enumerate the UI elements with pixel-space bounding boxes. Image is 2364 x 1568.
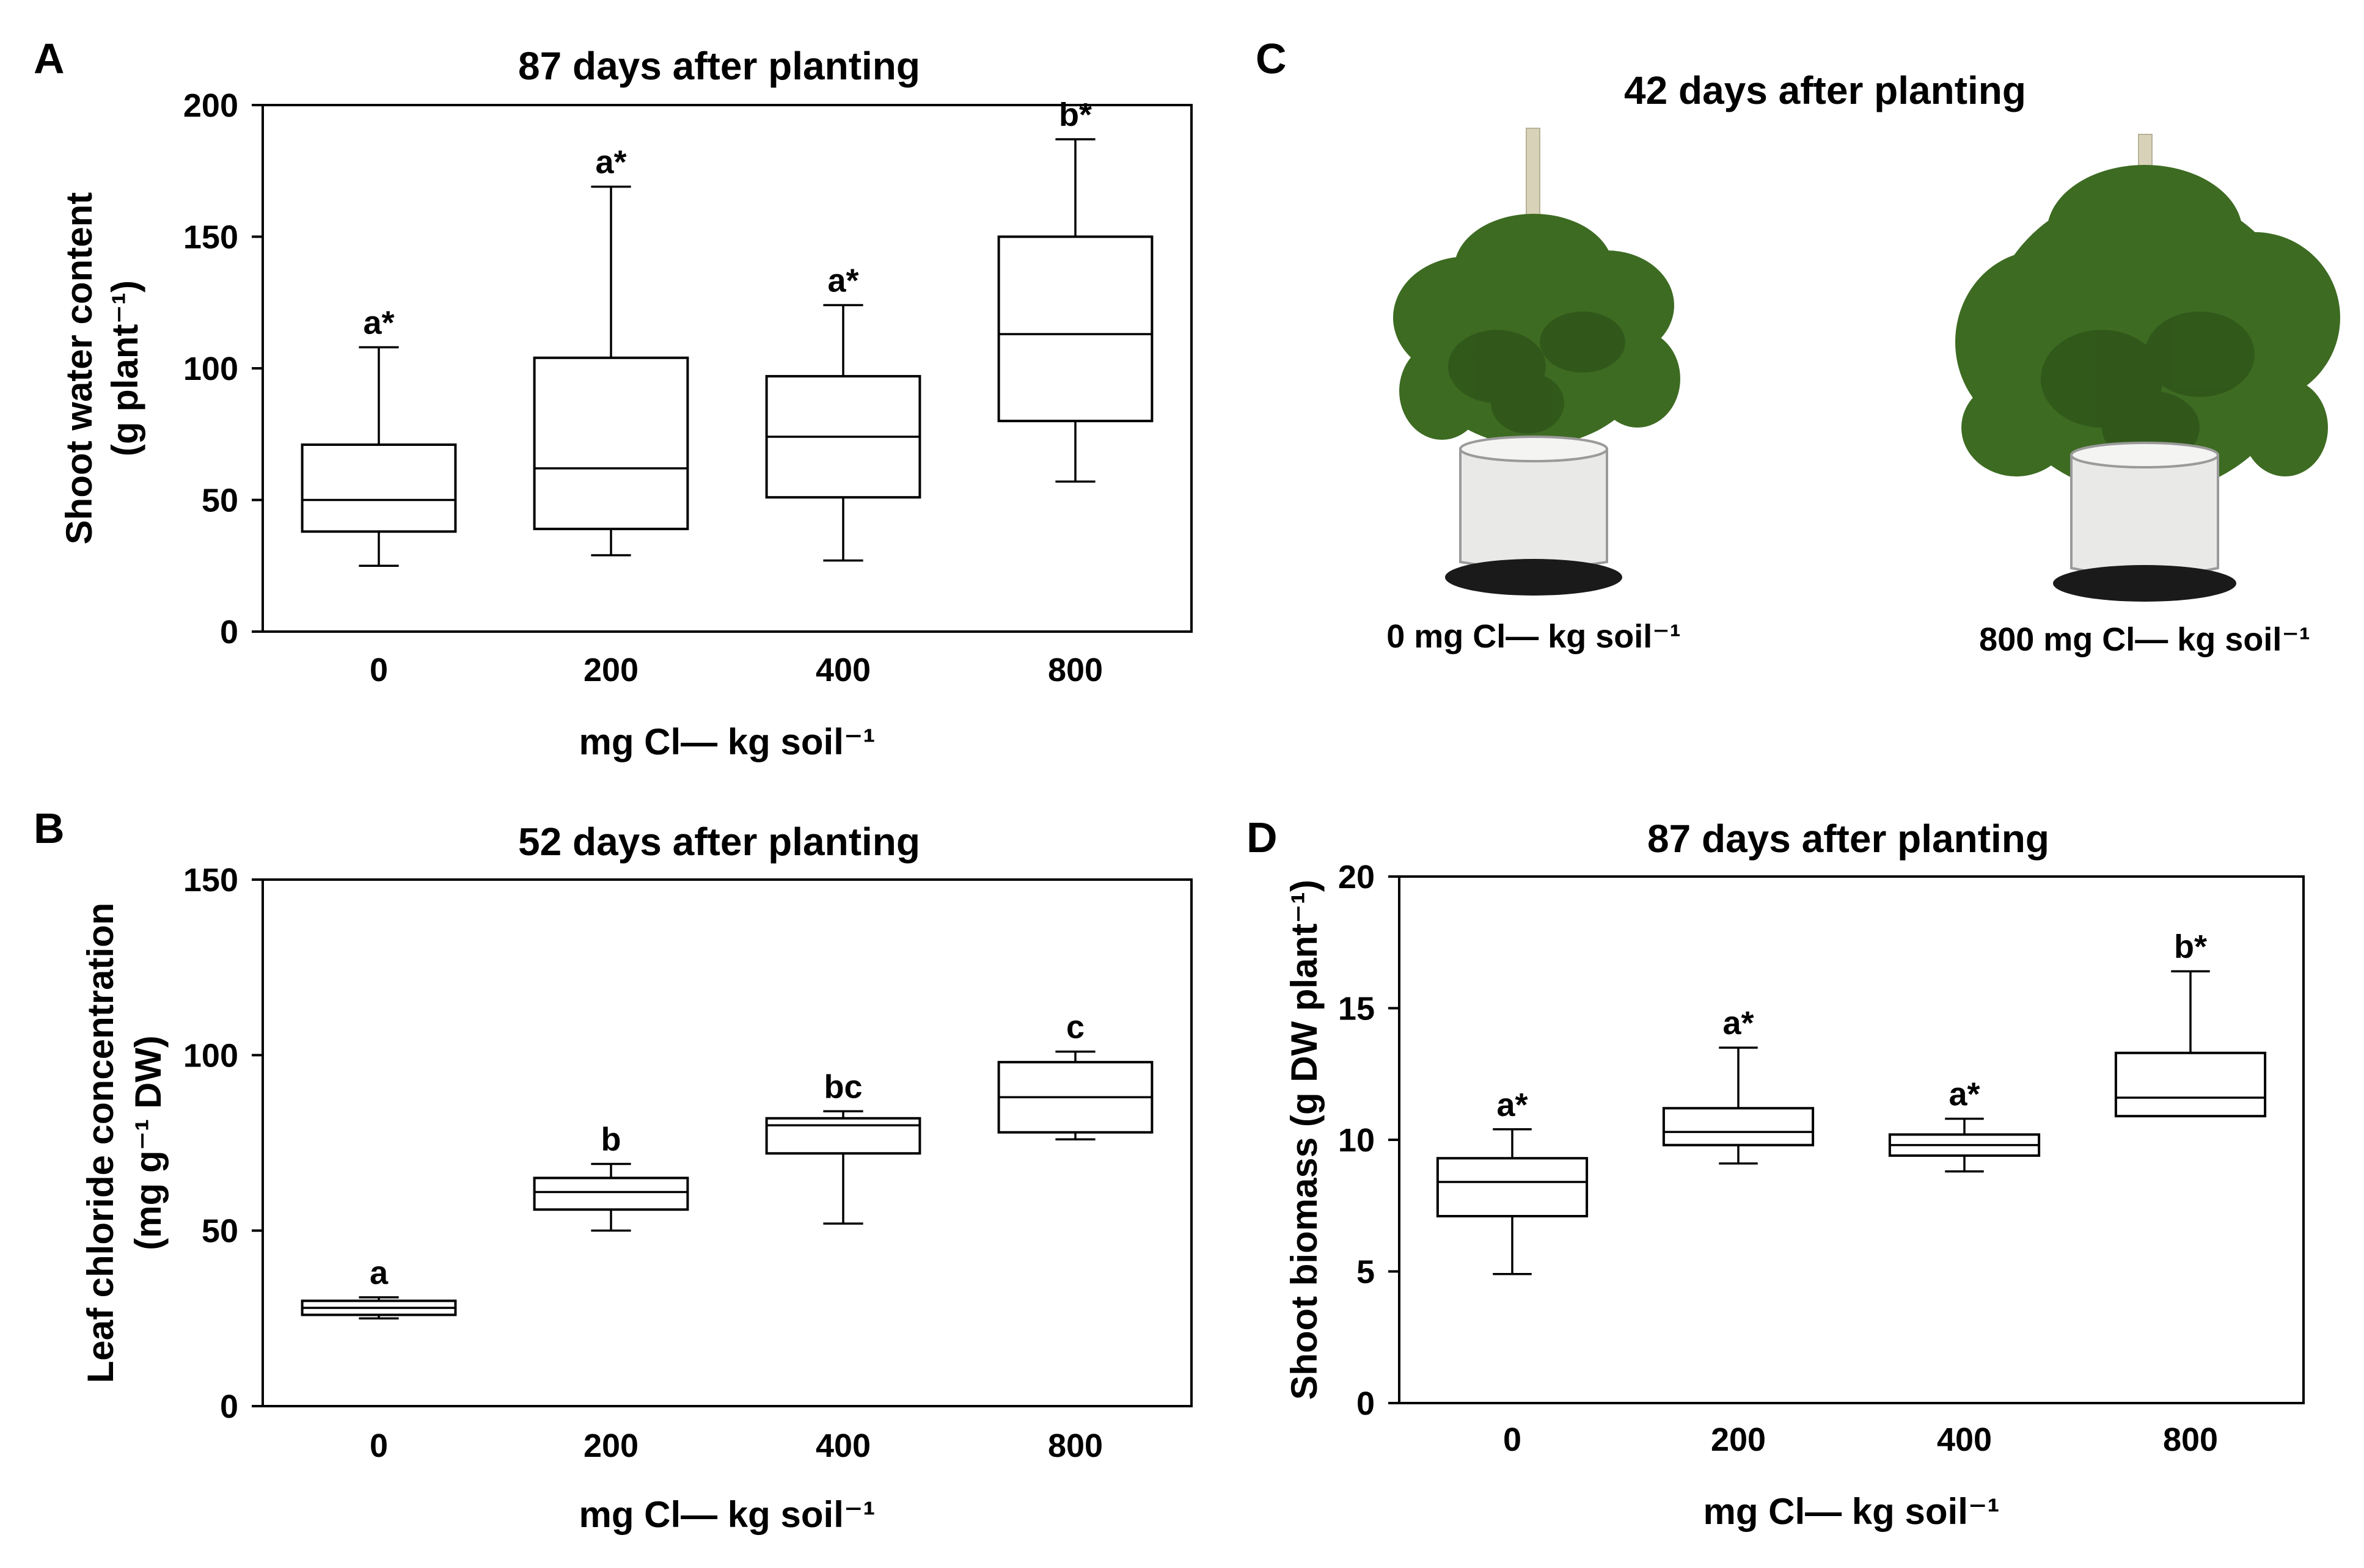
box-b-800: c <box>997 1009 1154 1141</box>
significance-label: a* <box>1949 1076 1980 1113</box>
box-a-400: a* <box>765 263 921 562</box>
x-tick-label-a-0: 0 <box>370 652 388 688</box>
significance-label: b <box>601 1121 621 1158</box>
box-iqr <box>1436 1157 1589 1217</box>
x-tick-label-d-1: 200 <box>1711 1421 1766 1458</box>
box-a-0: a* <box>301 305 457 567</box>
significance-label: a <box>370 1255 389 1291</box>
plot-frame-b <box>262 878 1193 1407</box>
y-axis-label-units-b: (mg g⁻¹ DW) <box>128 1035 169 1250</box>
y-tick-label-d-0: 0 <box>1356 1385 1375 1422</box>
panel-letter-a: A <box>34 35 65 82</box>
y-tick-label-d-4: 20 <box>1338 859 1375 895</box>
significance-label: a* <box>363 305 394 341</box>
panel-letter-d: D <box>1246 814 1278 861</box>
panel-a-title: 87 days after planting <box>518 44 920 88</box>
significance-label: a* <box>595 144 626 181</box>
x-tick-label-a-1: 200 <box>584 652 639 688</box>
panel-b-title: 52 days after planting <box>518 820 920 864</box>
panel-letter-b: B <box>34 804 65 852</box>
y-tick-label-a-3: 150 <box>183 219 238 256</box>
box-b-400: bc <box>765 1068 921 1225</box>
box-a-200: a* <box>533 144 689 556</box>
significance-label: a* <box>1722 1005 1754 1041</box>
box-d-800: b* <box>2114 928 2267 1118</box>
panel-c-title: 42 days after planting <box>1624 68 2026 112</box>
y-tick-label-b-0: 0 <box>220 1388 238 1425</box>
box-iqr <box>533 1176 689 1211</box>
box-d-0: a* <box>1436 1087 1589 1275</box>
caption-control: 0 mg Cl— kg soil⁻¹ <box>1386 618 1681 655</box>
box-a-800: b* <box>997 97 1154 483</box>
box-b-0: a <box>301 1255 457 1320</box>
panel-b: B 52 days after planting 0 50 100 150 a 0 b 200… <box>34 804 1193 1535</box>
panel-letter-c: C <box>1256 35 1287 82</box>
significance-label: a* <box>827 263 858 299</box>
box-iqr <box>1662 1107 1815 1147</box>
panel-a-plot: 0 50 100 150 200 a* 0 a* 200 a* 400 b* 800 mg Cl— kg … <box>59 87 1193 762</box>
y-tick-label-d-3: 15 <box>1338 991 1375 1027</box>
x-axis-label-a: mg Cl— kg soil⁻¹ <box>579 721 875 762</box>
y-tick-label-a-4: 200 <box>183 87 238 124</box>
box-iqr <box>2114 1051 2267 1118</box>
x-axis-label-d: mg Cl— kg soil⁻¹ <box>1703 1491 1999 1532</box>
x-tick-label-d-0: 0 <box>1503 1421 1521 1458</box>
box-iqr <box>301 443 457 533</box>
significance-label: b* <box>2174 928 2207 965</box>
x-tick-label-d-3: 800 <box>2163 1421 2218 1458</box>
x-tick-label-b-1: 200 <box>584 1428 639 1464</box>
y-tick-label-a-0: 0 <box>220 614 238 651</box>
panel-c: C 42 days after planting 0 mg Cl— kg so <box>1256 35 2340 658</box>
caption-treated: 800 mg Cl— kg soil⁻¹ <box>1979 621 2310 658</box>
y-tick-label-a-2: 100 <box>183 351 238 387</box>
y-tick-label-d-1: 5 <box>1356 1254 1375 1291</box>
y-axis-label-b: Leaf chloride concentration <box>80 903 121 1384</box>
x-axis-label-b: mg Cl— kg soil⁻¹ <box>579 1494 875 1535</box>
box-b-200: b <box>533 1121 689 1232</box>
x-tick-label-b-3: 800 <box>1048 1428 1103 1464</box>
panel-d: D 87 days after planting 0 5 10 15 20 a* 0 a* 20… <box>1246 814 2305 1532</box>
y-axis-label-units-a: (g plant⁻¹) <box>104 280 145 456</box>
significance-label: c <box>1066 1009 1085 1046</box>
x-tick-label-a-2: 400 <box>816 652 871 688</box>
y-tick-label-b-3: 150 <box>183 862 238 899</box>
box-d-200: a* <box>1662 1005 1815 1165</box>
panel-d-title: 87 days after planting <box>1647 817 2049 861</box>
plant-photo-treated <box>1955 134 2340 602</box>
x-tick-label-b-2: 400 <box>816 1428 871 1464</box>
box-iqr <box>765 1117 921 1155</box>
y-axis-label-d: Shoot biomass (g DW plant⁻¹) <box>1284 880 1325 1400</box>
significance-label: a* <box>1496 1087 1528 1123</box>
y-tick-label-d-2: 10 <box>1338 1122 1375 1159</box>
y-axis-label-a: Shoot water content <box>59 192 100 545</box>
x-tick-label-a-3: 800 <box>1048 652 1103 688</box>
significance-label: bc <box>824 1068 862 1105</box>
y-tick-label-b-1: 50 <box>202 1213 238 1250</box>
x-tick-label-d-2: 400 <box>1937 1421 1992 1458</box>
box-iqr <box>533 356 689 530</box>
panel-d-plot: 0 5 10 15 20 a* 0 a* 200 a* 400 b* 800 mg Cl— kg soil… <box>1284 859 2305 1532</box>
panel-b-plot: 0 50 100 150 a 0 b 200 bc 400 c 800 mg Cl— kg soil⁻¹… <box>80 862 1193 1535</box>
plot-frame-d <box>1398 875 2305 1404</box>
x-tick-label-b-0: 0 <box>370 1428 388 1464</box>
y-tick-label-b-2: 100 <box>183 1037 238 1074</box>
plant-photo-control <box>1393 128 1680 596</box>
significance-label: b* <box>1059 97 1092 133</box>
y-tick-label-a-1: 50 <box>202 483 238 519</box>
panel-a: A 87 days after planting 050100150200a*0… <box>34 35 1193 762</box>
box-iqr <box>997 235 1154 423</box>
box-d-400: a* <box>1888 1076 2041 1173</box>
